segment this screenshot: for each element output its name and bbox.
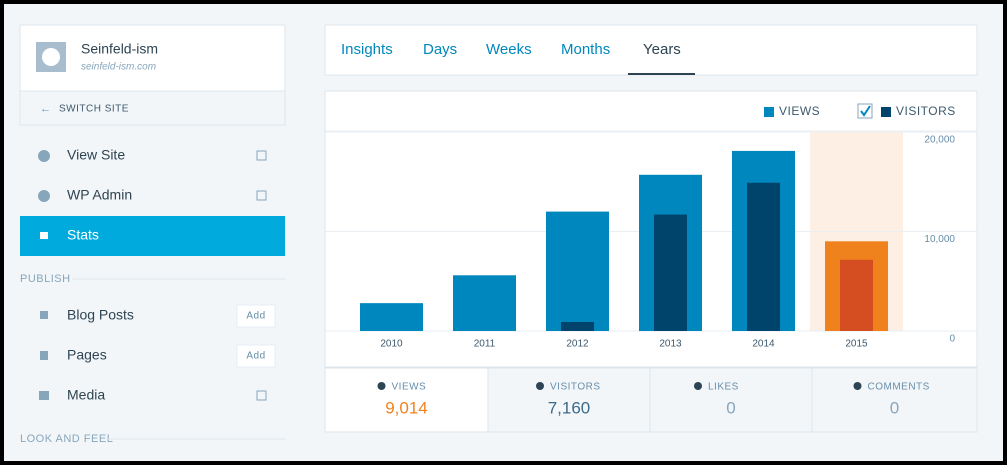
x-tick-label: 2014 xyxy=(752,339,775,350)
y-tick-label: 20,000 xyxy=(924,135,955,146)
summary-cell[interactable] xyxy=(324,367,489,433)
y-tick-label: 10,000 xyxy=(924,234,955,245)
summary-cell[interactable] xyxy=(649,367,813,433)
add-button[interactable] xyxy=(236,304,276,328)
summary-cell[interactable] xyxy=(811,367,978,433)
site-name: Seinfeld-ism xyxy=(81,41,158,57)
legend-label: VIEWS xyxy=(779,104,820,118)
summary-value: 0 xyxy=(890,398,899,417)
nav-item[interactable]: Blog Posts xyxy=(67,307,134,323)
external-icon xyxy=(256,390,267,401)
switch-site[interactable]: SWITCH SITE xyxy=(59,104,129,115)
switch-arrow: ← xyxy=(40,103,51,115)
summary-label: LIKES xyxy=(708,382,739,393)
tab[interactable]: Years xyxy=(643,41,681,58)
nav-item[interactable]: Media xyxy=(67,387,105,403)
bar xyxy=(546,211,609,331)
add-label[interactable]: Add xyxy=(246,311,265,322)
check-mark xyxy=(860,105,871,117)
site-url: seinfeld-ism.com xyxy=(81,62,156,73)
switch-bar[interactable] xyxy=(19,90,286,126)
active-item xyxy=(20,216,285,256)
external-icon xyxy=(256,150,267,161)
bar xyxy=(561,322,594,331)
summary-value: 0 xyxy=(726,398,735,417)
add-label[interactable]: Add xyxy=(246,351,265,362)
section-heading: LOOK AND FEEL xyxy=(20,433,113,445)
summary-icon xyxy=(853,382,862,390)
x-tick-label: 2013 xyxy=(659,339,682,350)
tab[interactable]: Days xyxy=(423,41,457,58)
nav-item[interactable]: View Site xyxy=(67,147,125,163)
summary-cell[interactable] xyxy=(487,367,651,433)
nav-item[interactable]: Pages xyxy=(67,347,107,363)
summary-label: VIEWS xyxy=(392,382,427,393)
icon xyxy=(38,150,50,162)
x-tick-label: 2010 xyxy=(380,339,403,350)
legend-swatch xyxy=(881,107,891,117)
tab[interactable]: Insights xyxy=(341,41,393,58)
x-tick-label: 2012 xyxy=(566,339,589,350)
tab[interactable]: Weeks xyxy=(486,41,532,58)
legend-label: VISITORS xyxy=(896,104,956,118)
tab[interactable]: Months xyxy=(561,41,610,58)
bar xyxy=(360,303,423,331)
nav-item[interactable]: WP Admin xyxy=(67,187,132,203)
bar xyxy=(747,182,780,331)
bar xyxy=(840,259,873,331)
icon xyxy=(40,351,48,360)
summary-label: COMMENTS xyxy=(868,382,930,393)
tab-bar xyxy=(324,24,978,76)
legend-swatch xyxy=(764,107,774,117)
summary-icon xyxy=(377,382,386,390)
add-button[interactable] xyxy=(236,344,276,368)
icon xyxy=(40,232,48,239)
nav-item[interactable]: Stats xyxy=(67,227,99,243)
bar xyxy=(654,214,687,331)
summary-icon xyxy=(536,382,544,390)
x-tick-label: 2011 xyxy=(474,339,496,350)
summary-icon xyxy=(694,382,702,390)
section-heading: PUBLISH xyxy=(20,273,71,285)
icon xyxy=(38,190,50,202)
y-tick-label: 0 xyxy=(949,334,955,345)
summary-label: VISITORS xyxy=(550,382,601,393)
summary-value: 7,160 xyxy=(548,398,591,417)
globe xyxy=(42,48,60,66)
external-icon xyxy=(256,190,267,201)
bar xyxy=(453,275,516,331)
icon xyxy=(40,311,48,319)
x-tick-label: 2015 xyxy=(845,339,868,350)
summary-value: 9,014 xyxy=(385,398,428,417)
icon xyxy=(39,391,49,400)
